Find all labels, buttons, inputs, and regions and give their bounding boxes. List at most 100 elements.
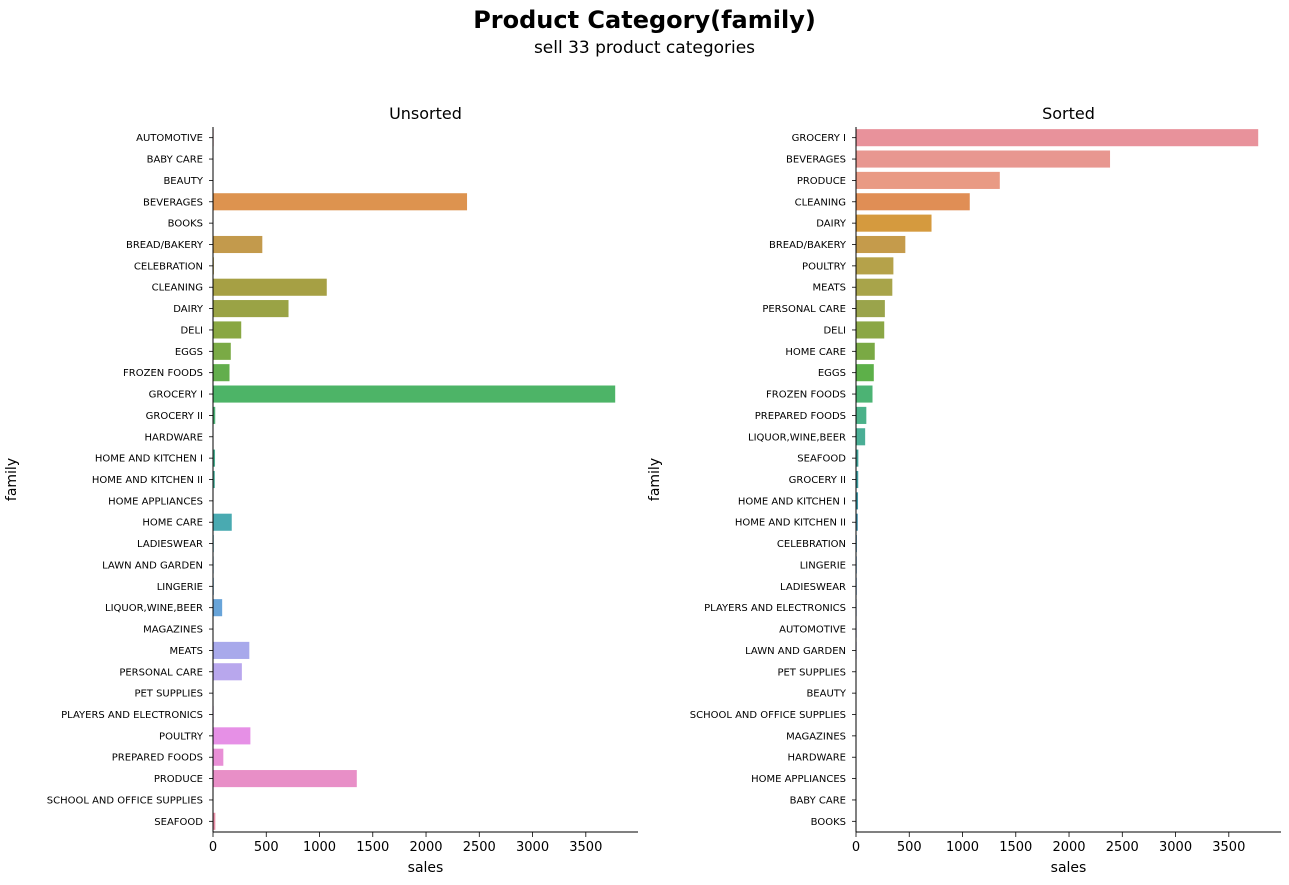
category-label: CLEANING bbox=[795, 197, 846, 208]
category-label: HOME AND KITCHEN I bbox=[95, 454, 203, 465]
category-label: SCHOOL AND OFFICE SUPPLIES bbox=[690, 710, 846, 721]
bar bbox=[856, 406, 867, 424]
category-label: BREAD/BAKERY bbox=[769, 240, 847, 251]
category-label: POULTRY bbox=[159, 731, 204, 742]
category-label: PET SUPPLIES bbox=[777, 667, 846, 678]
bar bbox=[213, 727, 251, 745]
bar bbox=[856, 342, 875, 360]
x-axis-label: sales bbox=[1051, 860, 1087, 876]
bar bbox=[856, 257, 894, 275]
category-label: DELI bbox=[180, 325, 203, 336]
bar bbox=[856, 278, 893, 296]
category-label: MEATS bbox=[813, 283, 846, 294]
x-tick-label: 1500 bbox=[356, 840, 389, 855]
unsorted-panel: Unsorted AUTOMOTIVE BABY CARE BEAUTY BEVERAG… bbox=[4, 104, 638, 876]
x-tick-label: 1500 bbox=[999, 840, 1032, 855]
y-axis-label: family bbox=[647, 458, 663, 501]
bar bbox=[213, 321, 242, 339]
x-tick-label: 2500 bbox=[1106, 840, 1139, 855]
category-label: HOME CARE bbox=[142, 518, 203, 529]
category-label: HARDWARE bbox=[788, 753, 846, 764]
category-label: BEVERAGES bbox=[786, 155, 846, 166]
category-label: LINGERIE bbox=[157, 582, 203, 593]
x-tick-label: 2500 bbox=[463, 840, 496, 855]
x-tick-label: 1000 bbox=[946, 840, 979, 855]
category-label: SEAFOOD bbox=[797, 454, 846, 465]
category-label: BOOKS bbox=[168, 219, 203, 230]
bar bbox=[213, 470, 215, 489]
bar bbox=[856, 235, 906, 254]
category-label: CELEBRATION bbox=[777, 539, 846, 550]
category-label: HOME AND KITCHEN II bbox=[92, 475, 203, 486]
x-tick-label: 3000 bbox=[1159, 840, 1192, 855]
bar bbox=[856, 513, 858, 531]
category-label: MEATS bbox=[170, 646, 203, 657]
bar bbox=[856, 129, 1259, 147]
category-label: BABY CARE bbox=[147, 155, 203, 166]
bar bbox=[856, 150, 1111, 168]
panel-title: Unsorted bbox=[389, 104, 462, 123]
bar bbox=[213, 278, 327, 296]
x-tick-label: 0 bbox=[209, 840, 217, 855]
bar bbox=[213, 770, 357, 788]
category-label: PRODUCE bbox=[154, 774, 203, 785]
category-label: PLAYERS AND ELECTRONICS bbox=[704, 603, 846, 614]
category-label: BEVERAGES bbox=[143, 197, 203, 208]
category-label: LIQUOR,WINE,BEER bbox=[105, 603, 203, 614]
bar bbox=[856, 193, 970, 211]
bar bbox=[856, 300, 885, 318]
sorted-panel: Sorted GROCERY I BEVERAGES PRODUCE CLEANING D… bbox=[647, 104, 1281, 876]
x-tick-label: 3000 bbox=[516, 840, 549, 855]
category-label: CELEBRATION bbox=[134, 261, 203, 272]
x-tick-label: 3500 bbox=[569, 840, 602, 855]
bar bbox=[856, 449, 859, 467]
category-label: PLAYERS AND ELECTRONICS bbox=[61, 710, 203, 721]
category-label: HOME AND KITCHEN II bbox=[735, 518, 846, 529]
x-tick-label: 0 bbox=[852, 840, 860, 855]
category-label: DAIRY bbox=[816, 219, 847, 230]
bar bbox=[213, 193, 468, 211]
x-tick-label: 2000 bbox=[409, 840, 442, 855]
panel-title: Sorted bbox=[1042, 104, 1095, 123]
bar bbox=[856, 470, 859, 489]
bar bbox=[213, 235, 263, 254]
bar bbox=[856, 214, 932, 232]
category-label: GROCERY I bbox=[792, 133, 846, 144]
bar bbox=[213, 513, 232, 531]
category-label: FROZEN FOODS bbox=[123, 368, 203, 379]
category-label: LADIESWEAR bbox=[780, 582, 846, 593]
category-label: PREPARED FOODS bbox=[755, 411, 846, 422]
bar bbox=[213, 748, 224, 766]
category-label: LAWN AND GARDEN bbox=[102, 560, 203, 571]
category-label: LIQUOR,WINE,BEER bbox=[748, 432, 846, 443]
category-label: CLEANING bbox=[152, 283, 203, 294]
bar bbox=[213, 300, 289, 318]
category-label: POULTRY bbox=[802, 261, 847, 272]
category-label: LADIESWEAR bbox=[137, 539, 203, 550]
category-label: PERSONAL CARE bbox=[119, 667, 203, 678]
category-label: BOOKS bbox=[811, 817, 846, 828]
category-label: PREPARED FOODS bbox=[112, 753, 203, 764]
bar bbox=[856, 492, 859, 510]
category-label: GROCERY I bbox=[149, 390, 203, 401]
y-axis-label: family bbox=[4, 458, 20, 501]
bar bbox=[856, 171, 1000, 189]
x-tick-label: 1000 bbox=[303, 840, 336, 855]
category-label: HARDWARE bbox=[145, 432, 203, 443]
category-label: DAIRY bbox=[173, 304, 204, 315]
category-label: PET SUPPLIES bbox=[134, 689, 203, 700]
bar bbox=[213, 812, 216, 830]
category-label: PERSONAL CARE bbox=[762, 304, 846, 315]
category-label: BEAUTY bbox=[163, 176, 203, 187]
category-label: BEAUTY bbox=[806, 689, 846, 700]
category-label: PRODUCE bbox=[797, 176, 846, 187]
category-label: MAGAZINES bbox=[143, 625, 203, 636]
x-axis-label: sales bbox=[408, 860, 444, 876]
bar bbox=[856, 428, 866, 446]
bar bbox=[213, 449, 216, 467]
category-label: AUTOMOTIVE bbox=[136, 133, 203, 144]
category-label: SCHOOL AND OFFICE SUPPLIES bbox=[47, 795, 203, 806]
bar bbox=[856, 364, 874, 382]
category-label: FROZEN FOODS bbox=[766, 390, 846, 401]
